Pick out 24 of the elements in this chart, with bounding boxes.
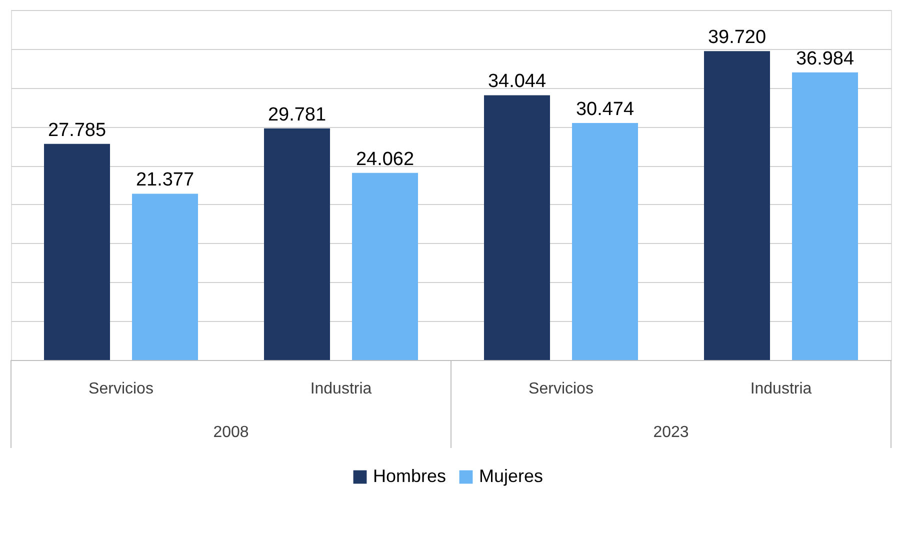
- x-tick-label: Industria: [310, 380, 372, 398]
- data-label: 21.377: [136, 170, 194, 191]
- x-tick-label: Industria: [750, 380, 812, 398]
- data-label: 34.044: [488, 71, 546, 92]
- bar: [44, 144, 110, 360]
- data-label: 24.062: [356, 148, 414, 170]
- bar: [792, 72, 858, 360]
- data-label: 27.785: [48, 120, 106, 141]
- data-label: 36.984: [796, 48, 854, 70]
- bar: [264, 128, 330, 360]
- bar: [484, 95, 550, 360]
- data-label: 30.474: [576, 98, 634, 120]
- legend-label: Mujeres: [479, 466, 544, 486]
- legend-label: Hombres: [373, 466, 446, 486]
- text: 2008: [213, 424, 249, 441]
- bar: [572, 122, 638, 360]
- bar: [704, 51, 770, 360]
- x-tick-label: Servicios: [88, 380, 154, 398]
- text: 2023: [653, 424, 689, 441]
- data-label: 29.781: [268, 104, 326, 126]
- x-tick-label: Servicios: [528, 380, 594, 398]
- bar: [352, 172, 418, 360]
- bar: [132, 194, 198, 360]
- data-label: 39.720: [708, 27, 766, 48]
